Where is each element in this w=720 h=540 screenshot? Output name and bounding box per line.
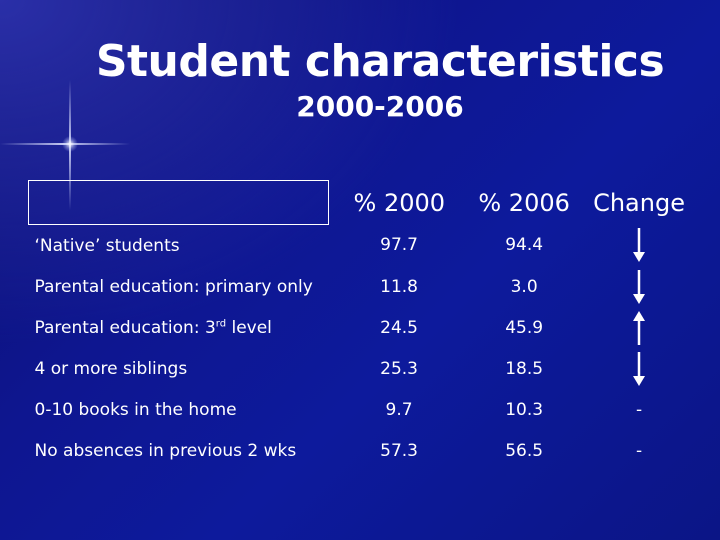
header-change: Change — [593, 188, 685, 217]
header-2000: % 2000 — [353, 188, 446, 217]
header-2006: % 2006 — [478, 188, 570, 217]
value-2000: 97.7 — [380, 235, 418, 256]
arrow-down-icon — [633, 269, 646, 304]
header-empty-cell — [27, 180, 330, 225]
row-label: 0-10 books in the home — [34, 399, 237, 420]
value-2006: 94.4 — [505, 235, 544, 256]
value-2000: 57.3 — [380, 440, 418, 461]
value-2006: 45.9 — [505, 317, 544, 338]
table-row: Parental education: primary only 11.8 3.… — [29, 266, 700, 307]
row-label: No absences in previous 2 wks — [34, 440, 297, 461]
change-cell — [579, 225, 699, 267]
value-2006: 3.0 — [510, 276, 538, 297]
table-row: 0-10 books in the home 9.7 10.3 - — [29, 389, 700, 430]
value-2000: 11.8 — [380, 276, 418, 297]
table-row: No absences in previous 2 wks 57.3 56.5 … — [29, 430, 700, 471]
value-2006: 10.3 — [505, 399, 544, 420]
arrow-down-icon — [633, 228, 646, 263]
change-cell — [579, 307, 699, 348]
row-label: Parental education: primary only — [29, 266, 329, 307]
slide-title: Student characteristics — [95, 36, 665, 87]
lens-flare-center — [62, 136, 78, 152]
row-label-text: Parental education: primary only — [34, 276, 313, 297]
row-label: ‘Native’ students — [34, 235, 180, 256]
table-row: 4 or more siblings 25.3 18.5 — [29, 348, 700, 389]
value-2000: 25.3 — [380, 358, 418, 379]
table-header-row: % 2000 % 2006 Change — [27, 180, 700, 225]
change-cell: - — [635, 399, 643, 420]
value-2000: 24.5 — [380, 317, 418, 338]
value-2000: 9.7 — [385, 399, 413, 420]
change-cell — [579, 348, 699, 389]
table-row: Parental education: 3rd level 24.5 45.9 — [29, 307, 700, 348]
table-row: ‘Native’ students 97.7 94.4 — [29, 225, 700, 267]
row-label-suffix: level — [226, 317, 272, 338]
value-2006: 18.5 — [505, 358, 544, 379]
change-cell — [579, 266, 699, 307]
row-label: Parental education: 3rd level — [29, 307, 329, 348]
change-cell: - — [635, 440, 643, 461]
characteristics-table: % 2000 % 2006 Change ‘Native’ students 9… — [27, 180, 700, 471]
value-2006: 56.5 — [505, 440, 544, 461]
arrow-down-icon — [633, 351, 646, 386]
row-label-text: Parental education: 3 — [34, 317, 216, 338]
row-label: 4 or more siblings — [34, 358, 188, 379]
arrow-up-icon — [633, 310, 646, 345]
row-label-superscript: rd — [215, 317, 227, 329]
slide-subtitle: 2000-2006 — [296, 90, 464, 123]
